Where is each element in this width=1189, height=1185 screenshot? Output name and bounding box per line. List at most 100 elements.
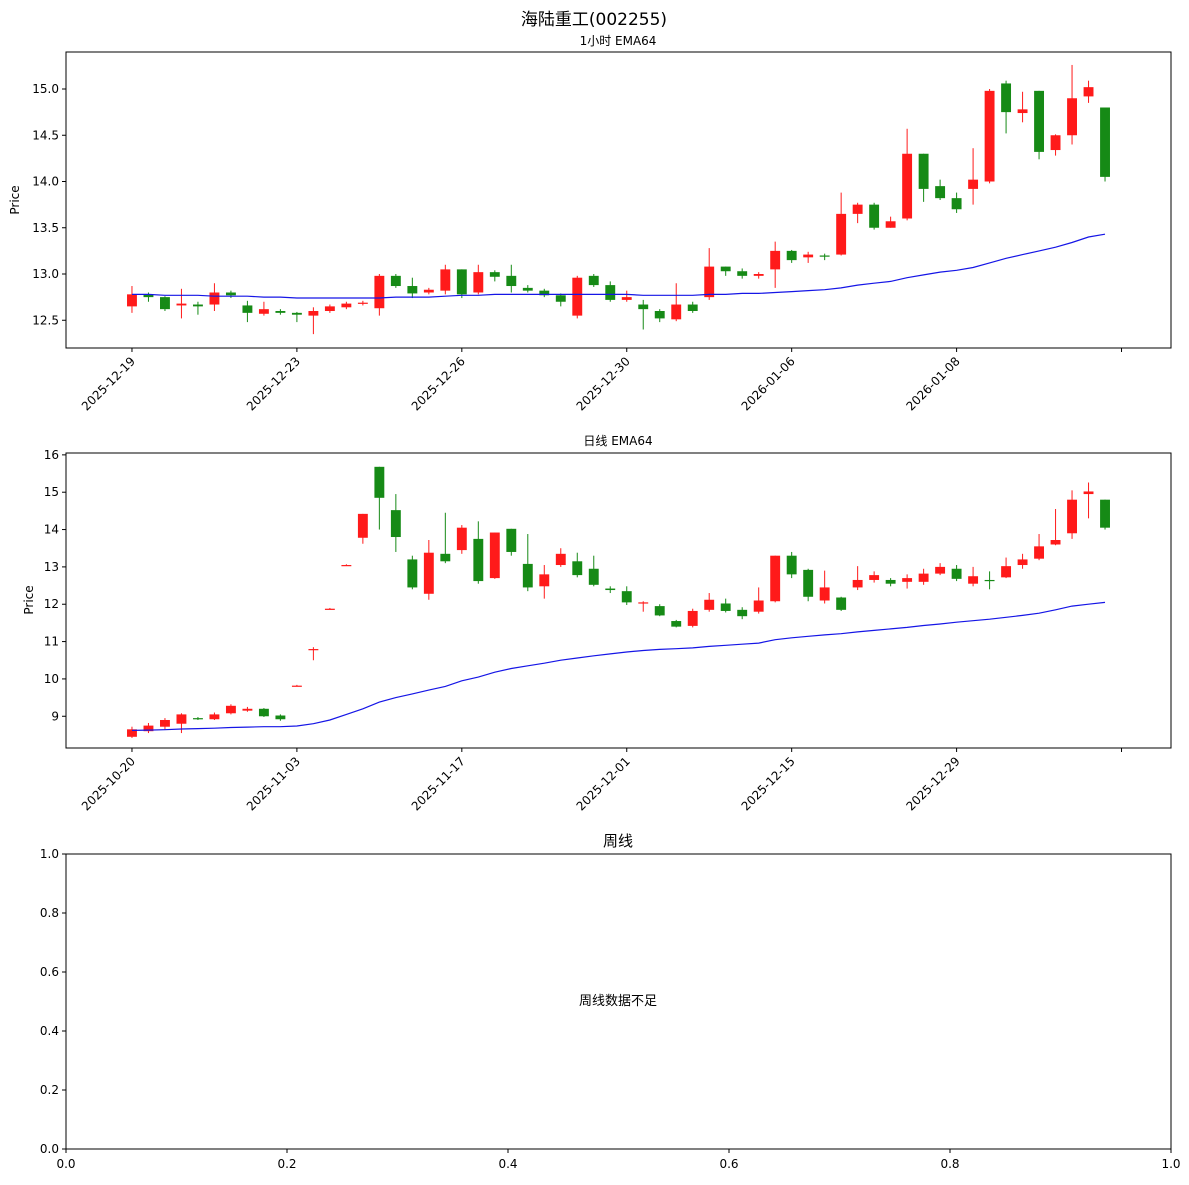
hourly-candle-body xyxy=(160,297,170,310)
hourly-candle xyxy=(160,296,170,311)
daily-candle-body xyxy=(522,563,533,588)
daily-candle-body xyxy=(473,538,484,582)
daily-candle-body xyxy=(1100,499,1110,528)
hourly-candle xyxy=(374,274,385,316)
daily-candle-body xyxy=(407,559,418,588)
hourly-candle xyxy=(687,301,698,313)
daily-candle-body xyxy=(440,553,451,562)
hourly-candle-body xyxy=(539,290,550,296)
daily-candle xyxy=(935,563,946,576)
hourly-candle xyxy=(869,202,880,230)
daily-candle xyxy=(671,619,682,628)
daily-candle xyxy=(456,525,467,554)
daily-candle-body xyxy=(176,714,187,724)
daily-x-tick-label: 2025-12-15 xyxy=(739,754,798,813)
daily-candle xyxy=(836,596,847,611)
hourly-candle xyxy=(225,290,236,299)
hourly-candle-body xyxy=(885,221,896,228)
daily-candle xyxy=(968,566,979,587)
daily-candle xyxy=(638,601,649,612)
daily-y-tick-label: 9 xyxy=(51,709,59,723)
daily-candle xyxy=(308,647,319,661)
daily-x-tick-label: 2025-11-03 xyxy=(244,754,303,813)
hourly-candle-body xyxy=(588,275,599,286)
daily-candle xyxy=(555,548,566,567)
daily-x-tick-label: 2025-12-01 xyxy=(574,754,633,813)
weekly-y-tick-label: 0.0 xyxy=(40,1142,59,1156)
hourly-candle xyxy=(1100,107,1110,182)
daily-candle xyxy=(258,708,269,718)
hourly-candle xyxy=(176,288,187,319)
hourly-candle xyxy=(209,283,220,311)
hourly-candle xyxy=(1050,134,1061,156)
daily-candle-body xyxy=(242,708,253,711)
daily-plot-area xyxy=(65,452,1172,749)
daily-candle xyxy=(654,604,665,617)
hourly-candle xyxy=(341,301,352,310)
hourly-candle-body xyxy=(819,255,830,257)
daily-candle xyxy=(390,494,401,552)
hourly-candle-body xyxy=(786,250,797,261)
daily-candle xyxy=(539,565,550,599)
daily-candle-body xyxy=(555,553,566,566)
hourly-plot-area xyxy=(65,51,1172,349)
daily-candle xyxy=(720,598,731,613)
daily-candle-body xyxy=(1017,559,1028,566)
daily-candle xyxy=(918,568,929,585)
daily-candle xyxy=(1100,499,1110,530)
hourly-marks xyxy=(127,64,1110,335)
hourly-candle xyxy=(522,285,533,293)
daily-candle xyxy=(291,684,302,687)
daily-candle xyxy=(852,566,863,591)
weekly-y-tick-label: 1.0 xyxy=(40,847,59,861)
hourly-candle-body xyxy=(275,311,286,313)
daily-candle-body xyxy=(819,587,830,601)
daily-candle-body xyxy=(489,532,500,579)
hourly-candle-body xyxy=(341,303,352,308)
hourly-candle-body xyxy=(1034,90,1045,152)
hourly-y-tick-label: 14.0 xyxy=(32,175,59,189)
daily-candle xyxy=(357,513,368,544)
hourly-candle-body xyxy=(506,275,517,287)
daily-x-ticks: 2025-10-20 2025-11-03 2025-11-17 2025-12-01… xyxy=(79,748,1123,813)
hourly-candle-body xyxy=(225,292,236,296)
hourly-candle-body xyxy=(456,269,467,295)
daily-candle xyxy=(1034,534,1045,561)
hourly-candle xyxy=(770,241,781,288)
weekly-y-tick-label: 0.2 xyxy=(40,1083,59,1097)
daily-candle-body xyxy=(423,552,434,594)
hourly-candle xyxy=(258,301,269,316)
weekly-no-data-message: 周线数据不足 xyxy=(579,994,657,1009)
daily-candle xyxy=(374,466,385,530)
daily-candle-body xyxy=(209,714,220,720)
hourly-candle-body xyxy=(621,297,632,300)
weekly-x-tick-label: 0.8 xyxy=(940,1157,959,1171)
hourly-candle xyxy=(539,288,550,298)
daily-candle xyxy=(176,713,187,734)
daily-candle xyxy=(984,571,995,590)
hourly-candle xyxy=(737,268,748,279)
hourly-candle-body xyxy=(1017,109,1028,114)
daily-candle xyxy=(473,521,484,584)
hourly-candle-body xyxy=(638,304,649,310)
daily-candle xyxy=(324,607,335,610)
hourly-candle xyxy=(308,307,319,335)
daily-candle xyxy=(143,722,154,734)
hourly-candle-body xyxy=(671,304,682,320)
hourly-candle-body xyxy=(1050,135,1061,151)
hourly-x-ticks: 2025-12-19 2025-12-23 2025-12-26 2025-12-30… xyxy=(79,348,1123,413)
hourly-candle xyxy=(638,299,649,330)
daily-candle xyxy=(522,534,533,592)
daily-y-tick-label: 15 xyxy=(44,485,59,499)
hourly-candle-body xyxy=(984,90,995,182)
daily-candle-body xyxy=(291,685,302,687)
weekly-x-ticks: 0.0 0.2 0.4 0.6 0.8 1.0 xyxy=(56,1149,1181,1171)
hourly-candle-body xyxy=(555,295,566,302)
daily-candle xyxy=(704,593,715,612)
hourly-candle-body xyxy=(803,254,814,258)
hourly-candle-body xyxy=(1083,87,1094,97)
hourly-candle-body xyxy=(473,272,484,293)
daily-candle-body xyxy=(786,555,797,575)
